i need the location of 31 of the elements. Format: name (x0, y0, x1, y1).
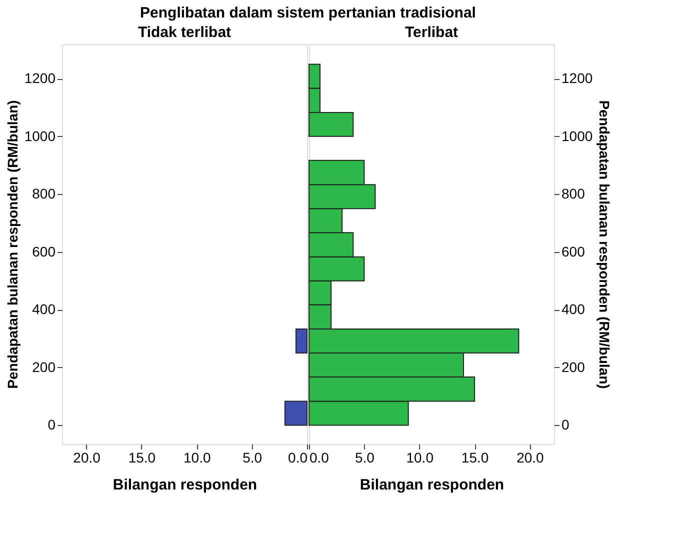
chart-title: Penglibatan dalam sistem pertanian tradisional (140, 4, 476, 22)
y-axis-title: Pendapatan bulanan responden (RM/bulan) (4, 100, 20, 389)
y-tick-label: 600 (32, 243, 56, 260)
y-tick-label: 800 (562, 186, 586, 202)
y-tick-label: 1000 (24, 128, 56, 144)
x-tick-label: 10.0 (406, 450, 434, 466)
y-tick-label: 400 (562, 301, 586, 318)
y-tick-label: 0 (562, 416, 570, 433)
chart-subtitle: Terlibat (404, 24, 458, 41)
x-tick-label: 20.0 (516, 450, 544, 466)
x-tick-label: 15.0 (128, 450, 156, 466)
x-tick-label: 5.0 (242, 450, 262, 466)
chart-subtitle: Tidak terlibat (138, 24, 232, 41)
y-tick-label: 400 (32, 301, 56, 318)
y-tick-label: 0 (48, 416, 56, 433)
x-tick-label: 20.0 (73, 450, 101, 466)
x-tick-label: 10.0 (184, 450, 211, 466)
x-tick-label: 0.0 (288, 450, 308, 466)
x-axis-title: Bilangan responden (360, 476, 504, 494)
y-tick-label: 1200 (24, 70, 56, 86)
y-axis-title: Pendapatan bulanan responden (RM/bulan) (596, 100, 613, 389)
x-tick-label: 5.0 (354, 450, 375, 466)
y-tick-label: 800 (32, 186, 56, 202)
y-tick-label: 600 (562, 243, 586, 260)
x-tick-label: 15.0 (461, 450, 489, 466)
x-axis-title: Bilangan responden (112, 476, 258, 494)
y-tick-label: 1000 (562, 128, 593, 144)
y-tick-label: 200 (562, 358, 586, 375)
x-tick-label: 0.0 (310, 450, 330, 466)
y-tick-label: 200 (32, 358, 56, 375)
y-tick-label: 1200 (562, 70, 593, 86)
